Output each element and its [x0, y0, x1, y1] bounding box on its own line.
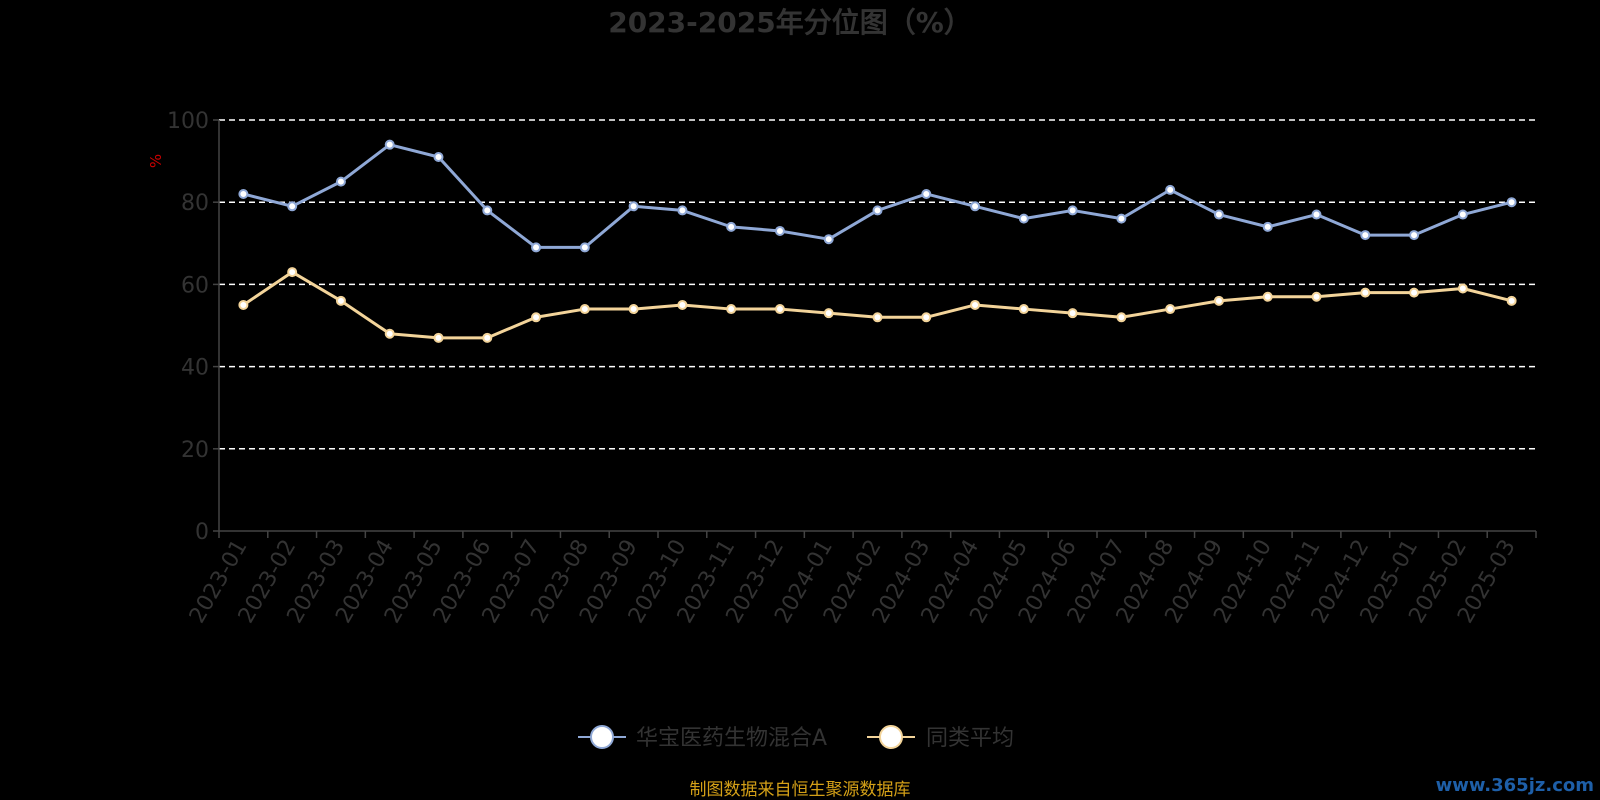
data-point[interactable]	[1165, 304, 1176, 315]
y-ticks: 0 20 40 60 80 100	[167, 109, 219, 545]
footer-source: 制图数据来自恒生聚源数据库	[690, 780, 911, 800]
legend-item-average[interactable]: 同类平均	[867, 725, 1014, 751]
data-point[interactable]	[1018, 304, 1029, 315]
axes	[218, 120, 1536, 532]
data-point[interactable]	[335, 176, 346, 187]
legend-fund-marker	[590, 725, 614, 749]
data-point[interactable]	[921, 188, 932, 199]
legend-item-fund[interactable]: 华宝医药生物混合A	[578, 725, 827, 751]
y-tick-label: 60	[181, 273, 209, 298]
data-point[interactable]	[531, 242, 542, 253]
data-point[interactable]	[1409, 230, 1420, 241]
y-tick-label: 40	[181, 356, 209, 381]
data-point[interactable]	[384, 139, 395, 150]
data-point[interactable]	[1262, 291, 1273, 302]
data-point[interactable]	[531, 312, 542, 323]
data-point[interactable]	[1116, 312, 1127, 323]
series-line	[243, 143, 1512, 249]
y-axis-label: %	[147, 154, 165, 168]
y-tick-label: 20	[181, 438, 209, 463]
data-point[interactable]	[1506, 197, 1517, 208]
data-point[interactable]	[823, 308, 834, 319]
data-point[interactable]	[921, 312, 932, 323]
y-tick-label: 80	[181, 191, 209, 216]
x-ticks: 2023-012023-022023-032023-042023-052023-…	[185, 531, 1537, 628]
data-point[interactable]	[1067, 308, 1078, 319]
data-point[interactable]	[482, 205, 493, 216]
data-point[interactable]	[1457, 209, 1468, 220]
data-point[interactable]	[1457, 283, 1468, 294]
data-point[interactable]	[579, 242, 590, 253]
data-point[interactable]	[238, 299, 249, 310]
data-point[interactable]	[1409, 287, 1420, 298]
data-point[interactable]	[1311, 209, 1322, 220]
legend: 华宝医药生物混合A 同类平均	[578, 725, 1014, 751]
data-point[interactable]	[970, 299, 981, 310]
data-point[interactable]	[1213, 295, 1224, 306]
data-point[interactable]	[677, 299, 688, 310]
data-point[interactable]	[1116, 213, 1127, 224]
data-point[interactable]	[774, 225, 785, 236]
data-point[interactable]	[872, 205, 883, 216]
data-point[interactable]	[1360, 287, 1371, 298]
data-point[interactable]	[1165, 184, 1176, 195]
data-point[interactable]	[628, 304, 639, 315]
data-point[interactable]	[1506, 295, 1517, 306]
data-point[interactable]	[628, 201, 639, 212]
data-point[interactable]	[1018, 213, 1029, 224]
data-point[interactable]	[1213, 209, 1224, 220]
series-line	[242, 270, 1512, 340]
legend-fund-label: 华宝医药生物混合A	[636, 726, 827, 751]
legend-average-label: 同类平均	[926, 726, 1014, 751]
y-tick-label: 100	[167, 109, 209, 134]
legend-average-marker	[879, 725, 903, 749]
data-point[interactable]	[238, 188, 249, 199]
data-point[interactable]	[872, 312, 883, 323]
data-point[interactable]	[970, 201, 981, 212]
data-point[interactable]	[774, 304, 785, 315]
data-point[interactable]	[726, 221, 737, 232]
data-point[interactable]	[433, 332, 444, 343]
gridlines	[219, 119, 1536, 450]
data-point[interactable]	[1360, 230, 1371, 241]
watermark: www.365jz.com	[1436, 775, 1594, 796]
series	[238, 139, 1517, 343]
data-point[interactable]	[1067, 205, 1078, 216]
y-tick-label: 0	[195, 520, 209, 545]
chart-title: 2023-2025年分位图（%）	[608, 6, 972, 39]
data-point[interactable]	[335, 295, 346, 306]
data-point[interactable]	[677, 205, 688, 216]
data-point[interactable]	[287, 201, 298, 212]
series-0	[238, 139, 1517, 253]
data-point[interactable]	[726, 304, 737, 315]
data-point[interactable]	[433, 151, 444, 162]
data-point[interactable]	[482, 332, 493, 343]
data-point[interactable]	[579, 304, 590, 315]
data-point[interactable]	[1311, 291, 1322, 302]
data-point[interactable]	[823, 234, 834, 245]
data-point[interactable]	[384, 328, 395, 339]
data-point[interactable]	[287, 267, 298, 278]
data-point[interactable]	[1262, 221, 1273, 232]
series-1	[238, 267, 1517, 343]
